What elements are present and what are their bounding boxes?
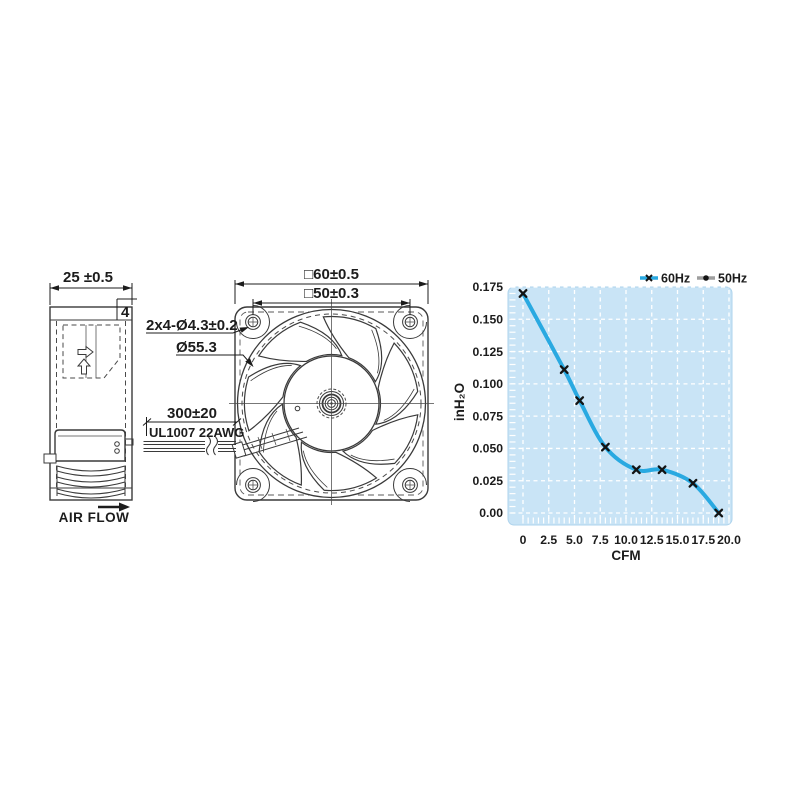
x-tick-label: 12.5 [640,533,664,547]
fan-side-view: 25 ±0.5 4 AIR FLOW [43,269,137,525]
wire-spec-label: UL1007 22AWG [149,425,244,440]
side-width-dim-label: 25 ±0.5 [63,269,113,286]
venturi-diameter-label: Ø55.3 [176,339,217,356]
side-flange-dim-label: 4 [121,304,130,321]
data-point-marker [631,465,641,475]
venturi-diameter-callout: Ø55.3 [176,339,254,367]
x-tick-label: 20.0 [717,533,741,547]
x-tick-label: 2.5 [540,533,557,547]
front-hole-pitch-dimension: □50±0.3 [252,285,411,315]
data-point-marker [688,478,698,488]
airflow-arrow-icon [119,502,130,512]
y-tick-label: 0.050 [473,442,504,456]
y-tick-label: 0.00 [479,506,503,520]
data-point-marker [600,442,610,452]
legend-label: 50Hz [718,271,747,285]
data-point-marker [559,365,569,375]
x-tick-label: 15.0 [666,533,690,547]
x-tick-label: 5.0 [566,533,583,547]
data-point-marker [518,289,528,298]
data-point-marker [657,465,667,475]
data-point-marker [575,396,585,406]
x-tick-label: 17.5 [691,533,715,547]
performance-chart: 0.00 0.025 0.050 0.075 0.100 0.125 0.150 0.175 0… [473,271,748,547]
side-blade-profiles [56,465,126,499]
x-tick-label: 10.0 [614,533,638,547]
hole-diameter-label: 2x4-Ø4.3±0.2 [146,317,238,334]
data-point-marker [714,508,724,518]
y-tick-label: 0.150 [473,312,504,326]
airflow-direction-icon [76,358,92,375]
x-tick-label: 7.5 [592,533,609,547]
y-tick-label: 0.125 [473,345,504,359]
y-tick-label: 0.025 [473,474,504,488]
legend-dot-marker-icon [703,275,709,281]
x-tick-label: 0 [520,533,527,547]
front-outer-dimension: □60±0.5 [234,266,429,304]
chart-y-axis-title: inH₂O [452,383,467,421]
mounting-holes [236,305,427,502]
y-tick-label: 0.075 [473,409,504,423]
side-terminal-2 [114,448,120,454]
side-frame-outline [49,306,133,501]
chart-x-axis-title: CFM [611,548,640,563]
y-tick-label: 0.175 [473,280,504,294]
side-left-tab [43,453,57,464]
fan-front-view: □60±0.5 □50±0.3 2x4-Ø4.3±0.2 Ø55.3 [142,266,434,505]
wire-length-label: 300±20 [167,405,217,422]
side-motor-box [54,429,126,462]
airflow-annotation: AIR FLOW [59,502,130,525]
hole-diameter-callout: 2x4-Ø4.3±0.2 [146,317,249,334]
side-terminal-1 [114,441,120,447]
side-wire-exit [124,438,134,446]
side-hub-hidden-outline [62,324,121,379]
y-tick-label: 0.100 [473,377,504,391]
airflow-label: AIR FLOW [59,510,130,525]
front-outer-dim-label: □60±0.5 [304,266,359,283]
wire-break-mark [213,436,218,456]
wire-break-mark [206,436,211,456]
rotation-direction-icon [77,345,94,359]
front-hole-pitch-dim-label: □50±0.3 [304,285,359,302]
side-width-dimension: 25 ±0.5 [49,269,133,305]
lead-wires [143,427,308,459]
legend-label: 60Hz [661,271,690,285]
legend-x-marker-icon [645,274,653,282]
wire-length-callout: 300±20 UL1007 22AWG [142,405,244,440]
side-flange-dimension: 4 [116,298,137,321]
hub-pin-mark [294,405,301,412]
